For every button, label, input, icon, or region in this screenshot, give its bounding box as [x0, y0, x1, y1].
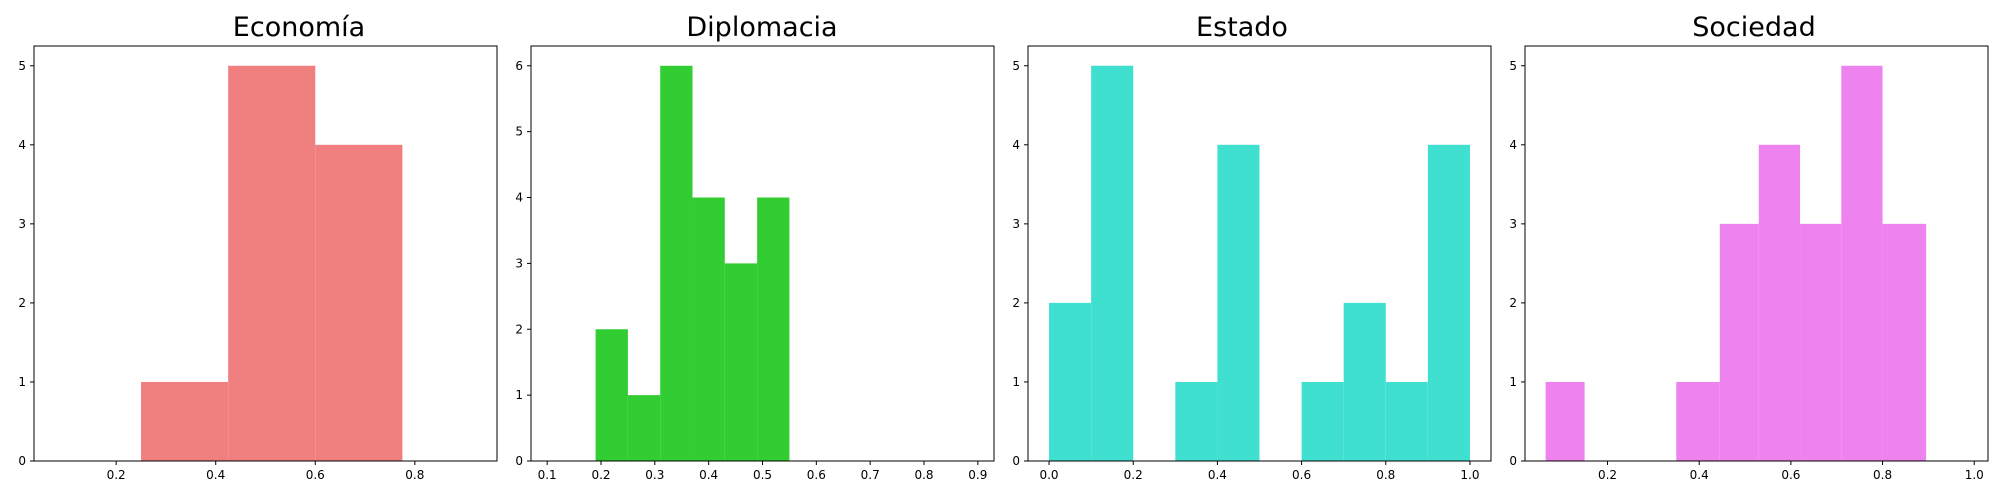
x-tick-label-sociedad-0: 0.2 [1598, 468, 1617, 482]
x-tick-label-sociedad-1: 0.4 [1690, 468, 1709, 482]
histogram-bar-estado-8 [1385, 381, 1428, 461]
x-tick-label-diplomacia-1: 0.2 [591, 468, 610, 482]
histogram-bar-sociedad-0 [1545, 381, 1585, 461]
chart-title-diplomacia: Diplomacia [686, 12, 837, 43]
axis-frame-sociedad [1524, 45, 1989, 462]
y-tick-label-economia-0: 0 [18, 454, 26, 468]
y-tick-label-economia-2: 2 [18, 296, 26, 310]
plot-area-sociedad [1545, 65, 1927, 462]
x-tick-label-sociedad-2: 0.6 [1781, 468, 1800, 482]
x-tick-label-sociedad-4: 1.0 [1965, 468, 1984, 482]
y-tick-label-estado-0: 0 [1012, 454, 1020, 468]
axis-frame-economia [33, 45, 498, 462]
histogram-bar-diplomacia-1 [627, 395, 661, 461]
chart-title-economia: Economía [233, 12, 365, 43]
chart-panel-sociedad: Sociedad 0 1 2 3 4 5 0.2 0.4 0.6 0.8 1.0 [1509, 12, 1989, 482]
histogram-bar-diplomacia-2 [660, 65, 693, 461]
x-tick-label-diplomacia-7: 0.8 [914, 468, 933, 482]
y-tick-label-estado-4: 4 [1012, 138, 1020, 152]
y-tick-label-economia-5: 5 [18, 59, 26, 73]
histogram-bar-estado-9 [1427, 144, 1470, 462]
histogram-bar-diplomacia-0 [595, 329, 628, 461]
chart-panel-estado: Estado 0 1 2 3 4 5 0.0 0.2 0.4 0.6 0.8 1.0 [1012, 12, 1492, 482]
x-tick-label-diplomacia-0: 0.1 [538, 468, 557, 482]
histogram-bar-diplomacia-3 [692, 197, 725, 461]
histogram-bar-estado-0 [1049, 302, 1092, 461]
axis-frame-estado [1027, 45, 1492, 462]
histogram-bar-diplomacia-5 [757, 197, 790, 461]
y-tick-label-estado-1: 1 [1012, 375, 1020, 389]
histogram-bar-sociedad-5 [1758, 144, 1801, 462]
x-tick-label-estado-0: 0.0 [1039, 468, 1058, 482]
y-tick-label-sociedad-0: 0 [1509, 454, 1517, 468]
y-tick-label-sociedad-4: 4 [1509, 138, 1517, 152]
histogram-bar-estado-3 [1175, 381, 1218, 461]
y-tick-label-estado-5: 5 [1012, 59, 1020, 73]
y-tick-label-economia-4: 4 [18, 138, 26, 152]
histogram-bar-sociedad-3 [1676, 381, 1720, 461]
chart-panel-diplomacia: Diplomacia 0 1 2 3 4 5 6 0.1 0.2 0.3 0.4 0.5 0.6 0.7 0… [515, 12, 995, 482]
y-tick-label-economia-3: 3 [18, 217, 26, 231]
histogram-bar-sociedad-8 [1882, 223, 1927, 461]
histogram-bar-sociedad-4 [1719, 223, 1759, 461]
histogram-bar-sociedad-6 [1800, 223, 1842, 461]
y-tick-label-diplomacia-5: 5 [515, 125, 523, 139]
x-tick-label-economia-2: 0.6 [306, 468, 325, 482]
x-tick-label-estado-1: 0.2 [1124, 468, 1143, 482]
plot-area-diplomacia [595, 65, 790, 461]
x-tick-label-diplomacia-4: 0.5 [753, 468, 772, 482]
y-tick-label-diplomacia-4: 4 [515, 191, 523, 205]
x-tick-label-economia-0: 0.2 [107, 468, 126, 482]
y-tick-label-sociedad-3: 3 [1509, 217, 1517, 231]
x-tick-label-diplomacia-6: 0.7 [861, 468, 880, 482]
y-tick-label-sociedad-2: 2 [1509, 296, 1517, 310]
histogram-bar-economia-2 [315, 144, 403, 462]
x-tick-label-diplomacia-3: 0.4 [699, 468, 718, 482]
plot-area-economia [141, 65, 403, 462]
y-tick-label-sociedad-1: 1 [1509, 375, 1517, 389]
x-tick-label-estado-5: 1.0 [1460, 468, 1479, 482]
x-tick-label-economia-3: 0.8 [405, 468, 424, 482]
x-tick-label-diplomacia-8: 0.9 [968, 468, 987, 482]
histogram-bar-sociedad-7 [1841, 65, 1883, 461]
x-tick-label-estado-2: 0.4 [1208, 468, 1227, 482]
histogram-bar-estado-7 [1343, 302, 1386, 461]
y-tick-label-estado-3: 3 [1012, 217, 1020, 231]
x-tick-label-diplomacia-5: 0.6 [807, 468, 826, 482]
chart-title-sociedad: Sociedad [1692, 12, 1815, 43]
y-tick-label-diplomacia-1: 1 [515, 388, 523, 402]
x-tick-label-sociedad-3: 0.8 [1873, 468, 1892, 482]
histogram-bar-economia-1 [228, 65, 316, 461]
y-tick-label-diplomacia-2: 2 [515, 322, 523, 336]
histogram-bar-estado-4 [1217, 144, 1260, 462]
plot-area-estado [1049, 65, 1470, 462]
histogram-bar-estado-1 [1091, 65, 1134, 461]
x-tick-label-estado-3: 0.6 [1292, 468, 1311, 482]
y-tick-label-economia-1: 1 [18, 375, 26, 389]
x-tick-label-economia-1: 0.4 [206, 468, 225, 482]
y-tick-label-diplomacia-6: 6 [515, 59, 523, 73]
histogram-bar-diplomacia-4 [724, 263, 758, 461]
chart-panel-economia: Economía 0 1 2 3 4 5 0.2 0.4 0.6 0.8 [18, 12, 498, 482]
y-tick-label-diplomacia-0: 0 [515, 454, 523, 468]
y-tick-label-estado-2: 2 [1012, 296, 1020, 310]
x-tick-label-diplomacia-2: 0.3 [645, 468, 664, 482]
y-tick-label-sociedad-5: 5 [1509, 59, 1517, 73]
x-tick-label-estado-4: 0.8 [1376, 468, 1395, 482]
chart-title-estado: Estado [1196, 12, 1288, 43]
histogram-bar-estado-6 [1301, 381, 1344, 461]
y-tick-label-diplomacia-3: 3 [515, 256, 523, 270]
histogram-bar-economia-0 [141, 381, 229, 461]
